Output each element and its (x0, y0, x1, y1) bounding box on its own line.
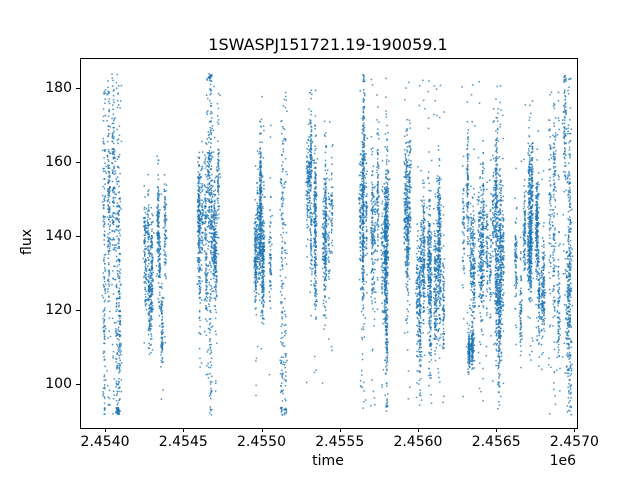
y-tick-label: 180 (45, 79, 72, 96)
x-tick-label: 2.4550 (237, 434, 286, 450)
y-tick-mark (76, 384, 80, 386)
x-tick-mark (105, 428, 107, 432)
y-axis-label: flux (19, 229, 35, 255)
x-tick-label: 2.4555 (315, 434, 365, 450)
x-tick-label: 2.4540 (80, 434, 130, 450)
x-tick-mark (496, 428, 498, 432)
x-axis-label: time (312, 453, 344, 469)
x-tick-mark (417, 428, 419, 432)
y-tick-mark (76, 87, 80, 89)
x-tick-mark (574, 428, 576, 432)
x-tick-label: 2.4570 (549, 434, 599, 450)
plot-area (80, 58, 578, 429)
y-tick-label: 120 (45, 302, 72, 319)
x-tick-mark (183, 428, 185, 432)
x-tick-mark (261, 428, 263, 432)
chart-title: 1SWASPJ151721.19-190059.1 (208, 35, 448, 54)
x-tick-label: 2.4560 (393, 434, 443, 450)
y-tick-mark (76, 310, 80, 312)
y-tick-mark (76, 236, 80, 237)
y-tick-label: 100 (45, 376, 72, 393)
x-tick-mark (339, 428, 341, 432)
x-tick-label: 2.4545 (158, 434, 208, 450)
y-tick-label: 140 (45, 228, 72, 244)
y-tick-label: 160 (45, 153, 72, 170)
scatter-canvas (81, 59, 577, 428)
x-tick-label: 2.4565 (471, 434, 521, 450)
x-axis-offset-label: 1e6 (549, 453, 576, 469)
y-tick-mark (76, 161, 80, 163)
